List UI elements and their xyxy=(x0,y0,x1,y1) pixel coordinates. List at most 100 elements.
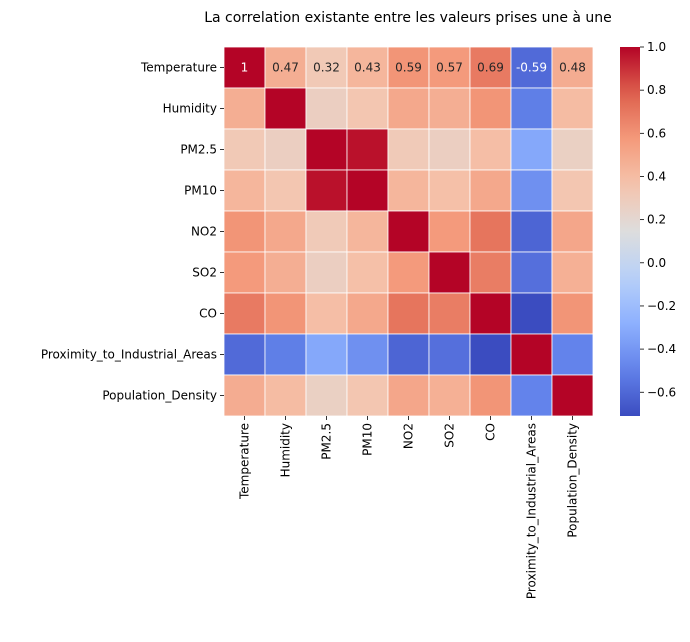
heatmap-cell xyxy=(387,374,430,417)
heatmap-cell xyxy=(305,128,348,171)
heatmap-cell xyxy=(346,333,389,376)
heatmap-cell xyxy=(223,169,266,212)
heatmap-cell xyxy=(510,292,553,335)
heatmap-cell xyxy=(305,169,348,212)
heatmap-cell xyxy=(264,251,307,294)
heatmap-cell xyxy=(551,251,594,294)
heatmap-cell xyxy=(305,292,348,335)
x-tick-label: PM10 xyxy=(361,423,375,456)
x-tick-label: NO2 xyxy=(402,423,416,449)
heatmap-cell xyxy=(469,333,512,376)
heatmap-cell xyxy=(510,87,553,130)
heatmap-cell xyxy=(551,128,594,171)
heatmap-cell xyxy=(305,251,348,294)
y-tick-label: Population_Density xyxy=(102,389,217,403)
heatmap-cell xyxy=(551,292,594,335)
colorbar-tick-label: −0.4 xyxy=(647,342,676,356)
heatmap-cell xyxy=(346,374,389,417)
heatmap-cell xyxy=(264,210,307,253)
heatmap-cell xyxy=(264,169,307,212)
heatmap-cell xyxy=(305,210,348,253)
heatmap-cell xyxy=(510,128,553,171)
cell-value-label: 0.48 xyxy=(559,61,586,75)
heatmap-cell xyxy=(264,87,307,130)
y-tick-label: PM10 xyxy=(184,184,217,198)
cell-value-label: 0.47 xyxy=(272,61,299,75)
cell-value-label: 1 xyxy=(241,61,249,75)
heatmap-cell xyxy=(387,333,430,376)
heatmap-cell xyxy=(387,169,430,212)
heatmap-cell xyxy=(223,87,266,130)
y-tick-label: NO2 xyxy=(191,225,217,239)
x-tick-label: Population_Density xyxy=(566,423,580,538)
heatmap-cell xyxy=(428,210,471,253)
heatmap-cell xyxy=(551,87,594,130)
heatmap-cell xyxy=(510,374,553,417)
heatmap-cell xyxy=(264,128,307,171)
heatmap-cell xyxy=(551,210,594,253)
heatmap-cell xyxy=(346,292,389,335)
y-axis-ticks: Temperature Humidity PM2.5 PM10 NO2 SO2 CO Prox… xyxy=(41,61,224,403)
heatmap-cell xyxy=(428,251,471,294)
heatmap-cell xyxy=(428,128,471,171)
heatmap-cell xyxy=(428,374,471,417)
heatmap-cell xyxy=(469,251,512,294)
cell-value-label: 0.57 xyxy=(436,61,463,75)
heatmap-cell xyxy=(387,251,430,294)
heatmap-cell xyxy=(264,292,307,335)
colorbar-tick-label: 0.8 xyxy=(647,83,666,97)
cell-value-label: -0.59 xyxy=(516,61,547,75)
heatmap-cells xyxy=(223,46,594,417)
heatmap-cell xyxy=(305,374,348,417)
heatmap-cell xyxy=(223,128,266,171)
heatmap-cell xyxy=(428,87,471,130)
heatmap-cell xyxy=(510,333,553,376)
cell-value-label: 0.59 xyxy=(395,61,422,75)
heatmap-cell xyxy=(510,210,553,253)
heatmap-cell xyxy=(551,333,594,376)
heatmap-cell xyxy=(223,333,266,376)
heatmap-cell xyxy=(223,46,266,89)
y-tick-label: CO xyxy=(199,307,217,321)
colorbar-tick-label: 0.2 xyxy=(647,213,666,227)
heatmap-cell xyxy=(346,210,389,253)
heatmap-cell xyxy=(305,333,348,376)
x-tick-label: Proximity_to_Industrial_Areas xyxy=(525,423,539,599)
heatmap-cell xyxy=(346,128,389,171)
heatmap-cell xyxy=(346,169,389,212)
colorbar-tick-label: −0.6 xyxy=(647,385,676,399)
heatmap-cell xyxy=(264,46,307,89)
x-tick-label: CO xyxy=(484,423,498,441)
y-tick-label: Temperature xyxy=(140,61,217,75)
heatmap-cell xyxy=(387,210,430,253)
heatmap-cell xyxy=(223,251,266,294)
heatmap-cell xyxy=(469,169,512,212)
x-tick-label: SO2 xyxy=(443,423,457,448)
heatmap-cell xyxy=(223,210,266,253)
heatmap-cell xyxy=(469,374,512,417)
heatmap-cell xyxy=(346,251,389,294)
heatmap-cell xyxy=(510,46,553,89)
heatmap-cell xyxy=(510,169,553,212)
heatmap-cell xyxy=(428,46,471,89)
x-tick-label: PM2.5 xyxy=(320,423,334,460)
heatmap-cell xyxy=(428,333,471,376)
chart-title: La correlation existante entre les valeu… xyxy=(204,10,612,26)
heatmap-cell xyxy=(223,374,266,417)
heatmap-cell xyxy=(469,87,512,130)
colorbar-tick-label: 0.6 xyxy=(647,126,666,140)
heatmap-cell xyxy=(428,169,471,212)
heatmap-cell xyxy=(551,169,594,212)
heatmap-cell xyxy=(264,374,307,417)
heatmap-cell xyxy=(428,292,471,335)
heatmap-cell xyxy=(223,292,266,335)
heatmap-cell xyxy=(387,128,430,171)
heatmap-cell xyxy=(305,46,348,89)
heatmap-cell xyxy=(469,210,512,253)
y-tick-label: SO2 xyxy=(192,266,217,280)
heatmap-cell xyxy=(510,251,553,294)
heatmap-cell xyxy=(387,292,430,335)
colorbar-tick-label: 0.0 xyxy=(647,256,666,270)
cell-value-labels: 1 0.47 0.32 0.43 0.59 0.57 0.69 -0.59 0.48 xyxy=(241,61,586,75)
